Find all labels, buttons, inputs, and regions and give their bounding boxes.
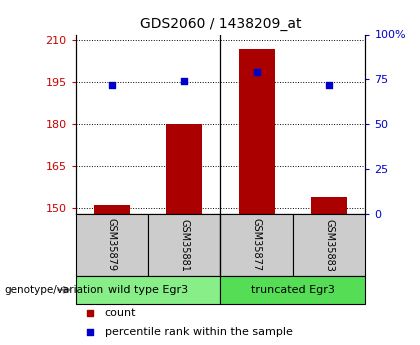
Point	[326, 82, 333, 88]
Point	[349, 234, 356, 239]
Text: GSM35877: GSM35877	[252, 218, 262, 272]
Bar	[166, 124, 202, 214]
Bar	[239, 49, 275, 214]
Text: wild type Egr3: wild type Egr3	[108, 285, 188, 295]
Text: percentile rank within the sample: percentile rank within the sample	[105, 327, 292, 337]
Bar	[94, 206, 130, 214]
Bar	[76, 214, 148, 276]
Title: GDS2060 / 1438209_at: GDS2060 / 1438209_at	[140, 17, 301, 31]
Bar	[311, 197, 347, 214]
Bar	[220, 214, 293, 276]
Point	[349, 61, 356, 67]
Text: count: count	[105, 308, 136, 318]
Text: truncated Egr3: truncated Egr3	[251, 285, 335, 295]
Text: GSM35883: GSM35883	[324, 218, 334, 272]
Bar	[148, 214, 221, 276]
Text: GSM35881: GSM35881	[179, 218, 189, 272]
Bar	[293, 214, 365, 276]
Bar	[220, 276, 365, 304]
Point	[181, 78, 188, 84]
Text: genotype/variation: genotype/variation	[4, 285, 103, 295]
Point	[108, 82, 115, 88]
Bar	[76, 276, 220, 304]
Point	[253, 69, 260, 75]
Text: GSM35879: GSM35879	[107, 218, 117, 272]
